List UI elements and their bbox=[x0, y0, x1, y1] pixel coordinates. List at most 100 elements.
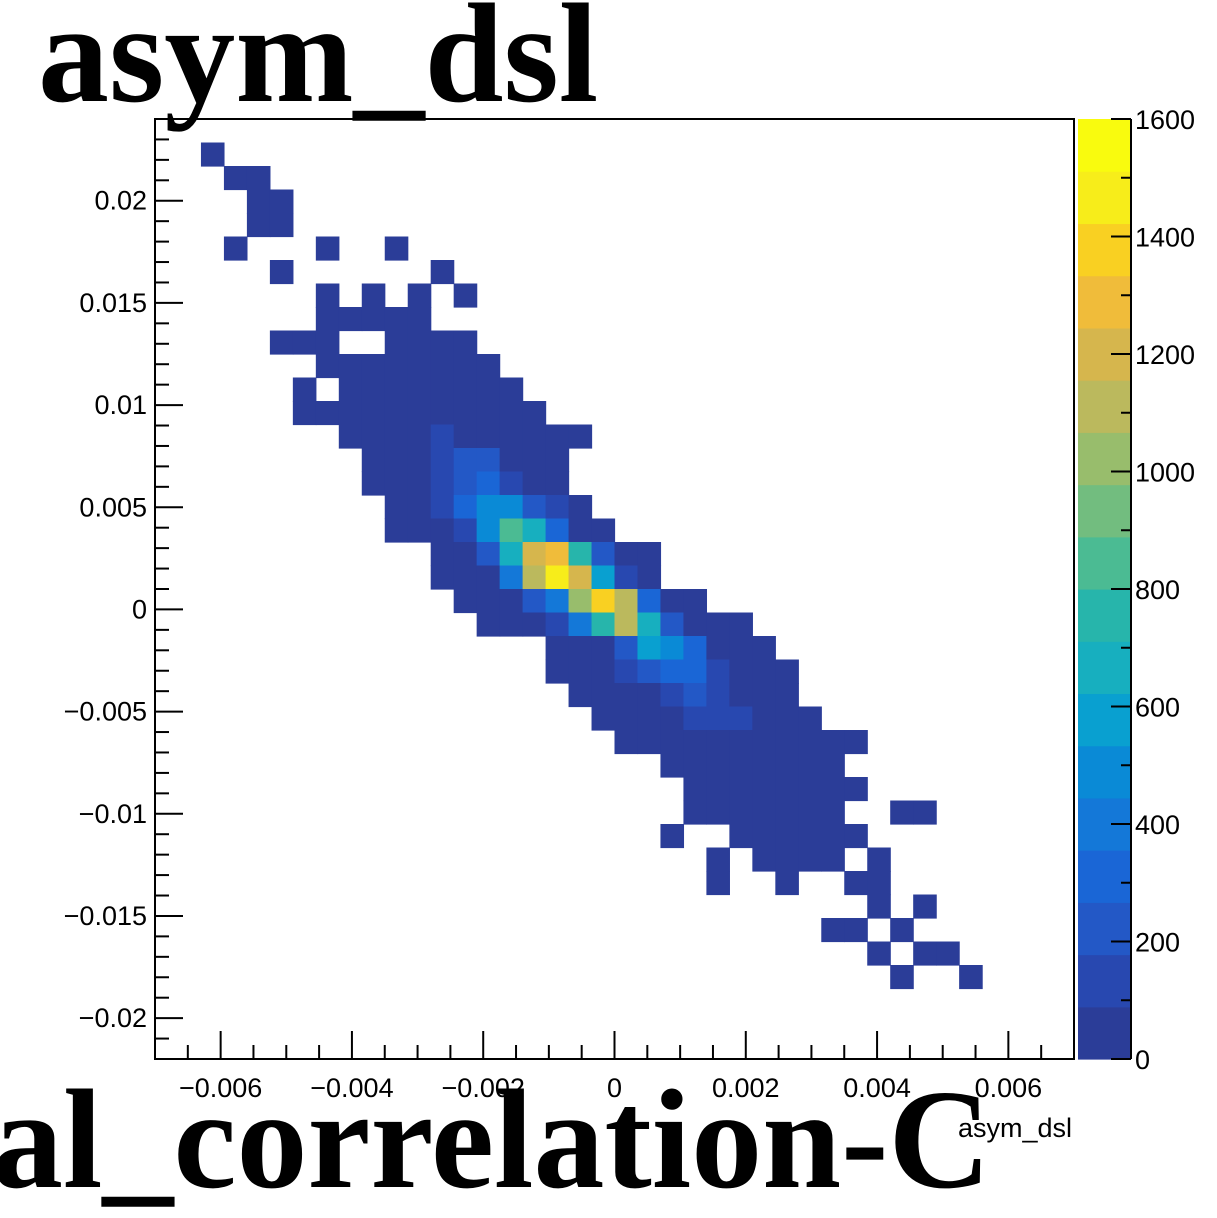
heatmap-cell bbox=[706, 847, 730, 872]
heatmap-cell bbox=[637, 730, 662, 755]
color-scale-swatch bbox=[1078, 693, 1131, 747]
heatmap-cell bbox=[821, 847, 845, 872]
color-scale-swatch bbox=[1078, 589, 1131, 642]
heatmap-cell bbox=[568, 659, 593, 684]
heatmap-cell bbox=[568, 495, 593, 520]
heatmap-cell bbox=[660, 824, 685, 849]
x-tick-label: 0.002 bbox=[712, 1073, 780, 1103]
heatmap-cell bbox=[545, 542, 570, 567]
heatmap-cell bbox=[453, 495, 478, 520]
color-scale-bar: 0 200 400 600 800 1000 1200 1400 1600 bbox=[1078, 105, 1195, 1075]
heatmap-cell bbox=[614, 683, 639, 708]
x-tick-label: −0.004 bbox=[310, 1073, 393, 1103]
heatmap-cell bbox=[499, 565, 524, 590]
heatmap-cell bbox=[361, 307, 386, 332]
heatmap-cell bbox=[890, 800, 914, 825]
heatmap-cell bbox=[752, 659, 776, 684]
color-scale-swatch bbox=[1078, 223, 1131, 277]
heatmap-cell bbox=[591, 542, 616, 567]
heatmap-cell bbox=[522, 401, 547, 426]
heatmap-cell bbox=[568, 565, 593, 590]
heatmap-cell bbox=[522, 448, 547, 473]
heatmap-cell bbox=[890, 918, 914, 943]
heatmap-cell bbox=[775, 683, 799, 708]
heatmap-cell bbox=[568, 589, 593, 614]
heatmap-cell bbox=[499, 495, 524, 520]
heatmap-cell bbox=[614, 612, 639, 637]
heatmap-cell bbox=[683, 659, 708, 684]
color-scale-swatch bbox=[1078, 275, 1131, 329]
heatmap-cell bbox=[545, 424, 570, 449]
heatmap-cell bbox=[499, 612, 524, 637]
heatmap-cell bbox=[752, 824, 776, 849]
heatmap-cell bbox=[522, 471, 547, 496]
heatmap-cell bbox=[407, 401, 432, 426]
heatmap-cell bbox=[683, 777, 708, 802]
heatmap-cell bbox=[729, 706, 753, 731]
heatmap-cell bbox=[476, 448, 501, 473]
heatmap-cell bbox=[384, 236, 409, 261]
heatmap-cell bbox=[591, 659, 616, 684]
y-tick-label: −0.01 bbox=[79, 799, 147, 829]
heatmap-cell bbox=[200, 142, 225, 167]
heatmap-cell bbox=[568, 424, 593, 449]
heatmap-cell bbox=[338, 424, 363, 449]
heatmap-cell bbox=[499, 471, 524, 496]
heatmap-cell bbox=[453, 330, 478, 355]
heatmap-cell bbox=[591, 683, 616, 708]
heatmap-cell bbox=[614, 659, 639, 684]
y-tick-label: 0.015 bbox=[79, 288, 147, 318]
heatmap-cell bbox=[706, 706, 730, 731]
heatmap-cell bbox=[361, 471, 386, 496]
heatmap-cell bbox=[683, 730, 708, 755]
heatmap-cell bbox=[775, 659, 799, 684]
heatmap-cell bbox=[430, 377, 455, 402]
heatmap-cell bbox=[246, 166, 271, 191]
z-tick-label: 200 bbox=[1135, 928, 1180, 958]
heatmap-cell bbox=[522, 518, 547, 543]
heatmap-cell bbox=[637, 659, 662, 684]
heatmap-cell bbox=[430, 471, 455, 496]
y-tick-label: −0.02 bbox=[79, 1003, 147, 1033]
heatmap-cell bbox=[338, 354, 363, 379]
color-scale-swatch bbox=[1078, 850, 1131, 903]
heatmap-cell bbox=[752, 683, 776, 708]
heatmap-cell bbox=[522, 424, 547, 449]
heatmap-cell bbox=[660, 589, 685, 614]
heatmap-cell bbox=[844, 730, 868, 755]
heatmap-cell bbox=[315, 330, 340, 355]
heatmap-cell bbox=[453, 283, 478, 308]
z-tick-label: 0 bbox=[1135, 1045, 1150, 1075]
heatmap-cell bbox=[315, 401, 340, 426]
heatmap-cell bbox=[361, 401, 386, 426]
heatmap-cell bbox=[798, 730, 822, 755]
heatmap-cell bbox=[407, 283, 432, 308]
heatmap-cell bbox=[476, 518, 501, 543]
heatmap-cell bbox=[545, 471, 570, 496]
heatmap-cell bbox=[660, 706, 685, 731]
heatmap-cell bbox=[821, 824, 845, 849]
z-tick-label: 1400 bbox=[1135, 223, 1195, 253]
heatmap-cell bbox=[361, 354, 386, 379]
heatmap-cell bbox=[775, 753, 799, 778]
heatmap-cell bbox=[384, 330, 409, 355]
color-scale-swatch bbox=[1078, 536, 1131, 590]
heatmap-cell bbox=[384, 471, 409, 496]
heatmap-cell bbox=[798, 824, 822, 849]
heatmap-cell bbox=[683, 589, 708, 614]
heatmap-cell bbox=[338, 377, 363, 402]
heatmap-cell bbox=[522, 542, 547, 567]
heatmap-cell bbox=[913, 941, 937, 966]
heatmap-cells bbox=[200, 142, 983, 990]
heatmap-cell bbox=[522, 565, 547, 590]
heatmap-cell bbox=[545, 565, 570, 590]
heatmap-cell bbox=[936, 941, 960, 966]
heatmap-cell bbox=[499, 424, 524, 449]
heatmap-cell bbox=[476, 565, 501, 590]
heatmap-cell bbox=[430, 542, 455, 567]
heatmap-cell bbox=[660, 612, 685, 637]
heatmap-cell bbox=[407, 495, 432, 520]
heatmap-cell bbox=[660, 683, 685, 708]
color-scale-swatch bbox=[1078, 432, 1131, 486]
heatmap-cell bbox=[407, 354, 432, 379]
